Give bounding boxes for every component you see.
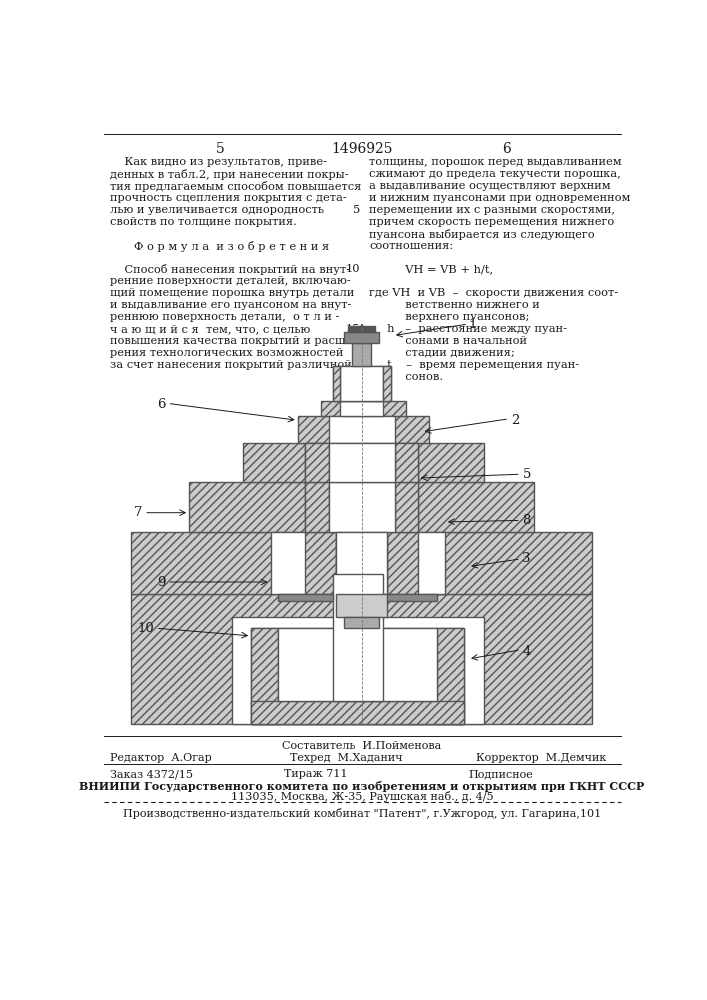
Text: ч а ю щ и й с я  тем, что, с целью: ч а ю щ и й с я тем, что, с целью (110, 324, 310, 334)
Bar (271, 532, 445, 594)
Bar (243, 443, 484, 482)
Text: Редактор  А.Огар: Редактор А.Огар (110, 753, 212, 763)
Text: соотношения:: соотношения: (369, 241, 453, 251)
Bar (131, 532, 592, 594)
Text: 3: 3 (522, 552, 531, 565)
Text: VH = VB + h/t,: VH = VB + h/t, (369, 264, 493, 274)
Text: стадии движения;: стадии движения; (369, 348, 515, 358)
Bar (298, 416, 429, 443)
Text: t    –  время перемещения пуан-: t – время перемещения пуан- (369, 360, 579, 370)
Bar (332, 574, 383, 701)
Text: 6: 6 (158, 398, 166, 411)
Text: пуансона выбирается из следующего: пуансона выбирается из следующего (369, 229, 595, 240)
Text: Ф о р м у л а  и з о б р е т е н и я: Ф о р м у л а и з о б р е т е н и я (134, 241, 329, 252)
Text: прочность сцепления покрытия с дета-: прочность сцепления покрытия с дета- (110, 193, 347, 203)
Text: 5: 5 (216, 142, 225, 156)
Bar (337, 594, 387, 617)
Bar (305, 443, 329, 482)
Text: сонами в начальной: сонами в начальной (369, 336, 527, 346)
Text: свойств по толщине покрытия.: свойств по толщине покрытия. (110, 217, 297, 227)
Text: ренние поверхности деталей, включаю-: ренние поверхности деталей, включаю- (110, 276, 351, 286)
Text: h   –  расстояние между пуан-: h – расстояние между пуан- (369, 324, 567, 334)
Text: рения технологических возможностей: рения технологических возможностей (110, 348, 344, 358)
Bar (321, 401, 406, 416)
Bar (279, 594, 332, 601)
Bar (344, 332, 379, 343)
Text: где VH  и VB  –  скорости движения соот-: где VH и VB – скорости движения соот- (369, 288, 618, 298)
Bar (352, 343, 371, 366)
Text: Заказ 4372/15: Заказ 4372/15 (110, 769, 193, 779)
Bar (279, 628, 437, 701)
Text: 10: 10 (137, 622, 154, 635)
Text: толщины, порошок перед выдавливанием: толщины, порошок перед выдавливанием (369, 157, 621, 167)
Text: 10: 10 (346, 264, 361, 274)
Bar (337, 532, 387, 594)
Bar (383, 594, 437, 601)
Bar (305, 532, 337, 594)
Text: 113035, Москва, Ж-35, Раушская наб., д. 4/5: 113035, Москва, Ж-35, Раушская наб., д. … (230, 791, 493, 802)
Bar (305, 443, 418, 482)
Text: повышения качества покрытий и расши-: повышения качества покрытий и расши- (110, 336, 357, 346)
Text: верхнего пуансонов;: верхнего пуансонов; (369, 312, 530, 322)
Text: лью и увеличивается однородность: лью и увеличивается однородность (110, 205, 324, 215)
Text: причем скорость перемещения нижнего: причем скорость перемещения нижнего (369, 217, 614, 227)
Text: Техред  М.Хаданич: Техред М.Хаданич (290, 753, 402, 763)
Text: за счет нанесения покрытий различной: за счет нанесения покрытий различной (110, 360, 352, 370)
Text: 6: 6 (503, 142, 511, 156)
Text: денных в табл.2, при нанесении покры-: денных в табл.2, при нанесении покры- (110, 169, 349, 180)
Bar (305, 482, 329, 532)
Text: 5: 5 (522, 468, 531, 481)
Bar (189, 482, 534, 532)
Text: Составитель  И.Пойменова: Составитель И.Пойменова (282, 741, 442, 751)
Text: ВНИИПИ Государственного комитета по изобретениям и открытиям при ГКНТ СССР: ВНИИПИ Государственного комитета по изоб… (79, 781, 645, 792)
Text: Как видно из результатов, приве-: Как видно из результатов, приве- (110, 157, 327, 167)
Text: Способ нанесения покрытий на внут-: Способ нанесения покрытий на внут- (110, 264, 350, 275)
Text: 1496925: 1496925 (331, 142, 392, 156)
Bar (395, 443, 418, 482)
Bar (131, 594, 592, 724)
Bar (344, 617, 379, 628)
Bar (329, 416, 395, 443)
Text: 7: 7 (134, 506, 143, 519)
Text: и выдавливание его пуансоном на внут-: и выдавливание его пуансоном на внут- (110, 300, 351, 310)
Bar (329, 482, 395, 532)
Bar (251, 628, 279, 724)
Text: ветственно нижнего и: ветственно нижнего и (369, 300, 539, 310)
Bar (332, 366, 391, 401)
Bar (251, 628, 464, 724)
Bar (340, 366, 383, 401)
Bar (332, 366, 340, 401)
Text: 4: 4 (522, 645, 531, 658)
Bar (329, 443, 395, 482)
Text: 2: 2 (510, 414, 519, 427)
Text: 8: 8 (522, 514, 531, 527)
Bar (305, 482, 418, 532)
Bar (232, 617, 484, 724)
Bar (383, 366, 391, 401)
Bar (395, 482, 418, 532)
Text: и нижним пуансонами при одновременном: и нижним пуансонами при одновременном (369, 193, 631, 203)
Text: Подписное: Подписное (468, 769, 533, 779)
Bar (348, 326, 375, 332)
Text: перемещении их с разными скоростями,: перемещении их с разными скоростями, (369, 205, 615, 215)
Text: сжимают до предела текучести порошка,: сжимают до предела текучести порошка, (369, 169, 621, 179)
Text: 1: 1 (468, 318, 477, 331)
Text: а выдавливание осуществляют верхним: а выдавливание осуществляют верхним (369, 181, 611, 191)
Text: Корректор  М.Демчик: Корректор М.Демчик (476, 753, 606, 763)
Text: Производственно-издательский комбинат "Патент", г.Ужгород, ул. Гагарина,101: Производственно-издательский комбинат "П… (123, 808, 601, 819)
Text: тия предлагаемым способом повышается: тия предлагаемым способом повышается (110, 181, 361, 192)
Text: Тираж 711: Тираж 711 (284, 769, 348, 779)
Text: реннюю поверхность детали,  о т л и -: реннюю поверхность детали, о т л и - (110, 312, 339, 322)
Bar (387, 532, 418, 594)
Text: 5: 5 (354, 205, 361, 215)
Text: 15: 15 (346, 324, 361, 334)
Bar (340, 401, 383, 416)
Bar (337, 532, 387, 594)
Text: 9: 9 (158, 576, 166, 588)
Text: щий помещение порошка внутрь детали: щий помещение порошка внутрь детали (110, 288, 354, 298)
Bar (251, 701, 464, 724)
Text: сонов.: сонов. (369, 372, 443, 382)
Bar (437, 628, 464, 724)
